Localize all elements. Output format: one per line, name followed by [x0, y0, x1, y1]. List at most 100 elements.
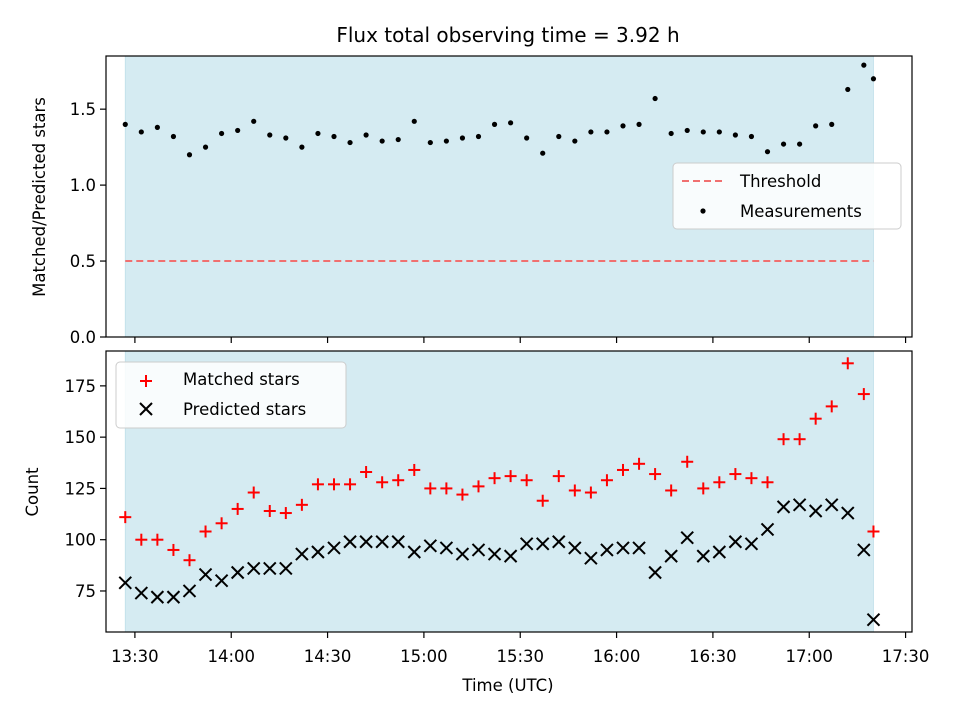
predicted-stars-point [214, 574, 229, 588]
measurement-point [716, 129, 722, 135]
legend-measurements-marker [700, 208, 706, 214]
measurement-point [508, 120, 514, 126]
measurement-point [347, 139, 353, 146]
predicted-stars-point [375, 535, 389, 549]
measurement-point [299, 144, 305, 150]
measurement-point [154, 124, 160, 130]
measurement-point [235, 127, 241, 134]
measurement-point [572, 138, 578, 144]
matched-stars-point [392, 474, 405, 487]
measurement-point [459, 135, 466, 141]
matched-stars-point [649, 468, 662, 481]
matched-stars-point [761, 476, 774, 489]
measurement-point [122, 121, 128, 127]
x-tick-label: 14:00 [207, 647, 255, 666]
matched-stars-point [183, 554, 196, 567]
predicted-stars-point [311, 545, 325, 559]
predicted-stars-point [198, 567, 213, 582]
predicted-stars-point [279, 561, 293, 576]
measurement-point [748, 133, 755, 140]
measurement-point [202, 144, 209, 150]
y-tick-label: 1.0 [70, 176, 96, 195]
bottom-y-axis-label: Count [23, 467, 42, 517]
predicted-stars-point [503, 549, 518, 563]
top-plot-frame [105, 55, 913, 338]
matched-stars-point [119, 511, 132, 524]
predicted-stars-point [536, 537, 550, 551]
measurement-point [780, 141, 787, 147]
predicted-stars-point [118, 576, 132, 590]
y-tick-label: 0.5 [70, 252, 96, 271]
matched-stars-point [279, 507, 292, 520]
matched-stars-point [424, 482, 437, 495]
matched-stars-point [729, 468, 742, 481]
x-axis-label: Time (UTC) [461, 676, 553, 695]
measurement-point [829, 121, 835, 127]
top-y-axis-label: Matched/Predicted stars [30, 97, 49, 297]
legend-matched-marker [140, 375, 152, 387]
measurement-point [331, 133, 337, 140]
predicted-stars-point [712, 545, 727, 559]
matched-stars-point [616, 463, 629, 476]
predicted-stars-point [568, 541, 582, 555]
matched-stars-point [536, 494, 549, 507]
matched-stars-point [263, 504, 276, 517]
x-tick-label: 16:30 [689, 647, 737, 666]
legend-predicted-marker [139, 402, 153, 416]
predicted-stars-point [632, 541, 646, 555]
predicted-stars-point [343, 535, 357, 549]
measurement-point [620, 123, 626, 129]
predicted-stars-point [841, 506, 855, 520]
matched-stars-point [488, 472, 501, 485]
predicted-stars-point [182, 584, 197, 598]
measurement-point [315, 130, 321, 137]
matched-stars-point [697, 482, 710, 495]
measurement-point [870, 76, 877, 82]
matched-stars-point [633, 457, 646, 470]
predicted-stars-point [808, 504, 823, 518]
measurement-point [283, 135, 289, 141]
predicted-stars-point [327, 541, 341, 555]
predicted-stars-point [455, 547, 470, 561]
x-tick-label: 14:30 [304, 647, 352, 666]
predicted-stars-point [166, 590, 181, 604]
measurement-point [491, 121, 498, 127]
measurement-point [475, 133, 482, 140]
predicted-stars-point [247, 561, 261, 576]
matched-stars-point [857, 388, 870, 401]
measurement-point [251, 118, 257, 124]
x-tick-label: 17:30 [882, 647, 930, 666]
measurement-point [556, 133, 562, 140]
y-tick-label: 0.0 [70, 328, 96, 347]
predicted-stars-point [263, 561, 277, 576]
measurement-point [797, 141, 803, 147]
matched-stars-point [745, 472, 758, 485]
predicted-stars-point [584, 551, 598, 565]
matched-stars-point [504, 470, 517, 483]
y-tick-label: 175 [65, 377, 97, 396]
matched-stars-point [867, 525, 880, 538]
matched-stars-point [472, 480, 485, 493]
matched-stars-point [665, 484, 678, 497]
measurement-point [588, 129, 594, 135]
predicted-stars-point [857, 543, 871, 557]
measurement-point [732, 132, 738, 138]
predicted-stars-point [866, 612, 881, 627]
measurement-point [652, 95, 658, 102]
predicted-stars-point [407, 545, 421, 559]
measurement-point [764, 149, 771, 155]
matched-stars-point [167, 543, 180, 556]
matched-stars-point [520, 474, 533, 487]
matched-stars-point [440, 482, 453, 495]
predicted-stars-point [744, 537, 759, 551]
predicted-stars-point [423, 539, 438, 553]
predicted-stars-point [776, 500, 791, 514]
legend-measurements-label: Measurements [740, 202, 862, 221]
matched-stars-point [552, 470, 565, 483]
measurement-point [813, 123, 819, 129]
measurement-point [845, 86, 851, 93]
measurement-point [411, 118, 417, 124]
measurement-point [668, 130, 674, 137]
predicted-stars-point [295, 547, 309, 561]
measurement-point [540, 150, 546, 156]
